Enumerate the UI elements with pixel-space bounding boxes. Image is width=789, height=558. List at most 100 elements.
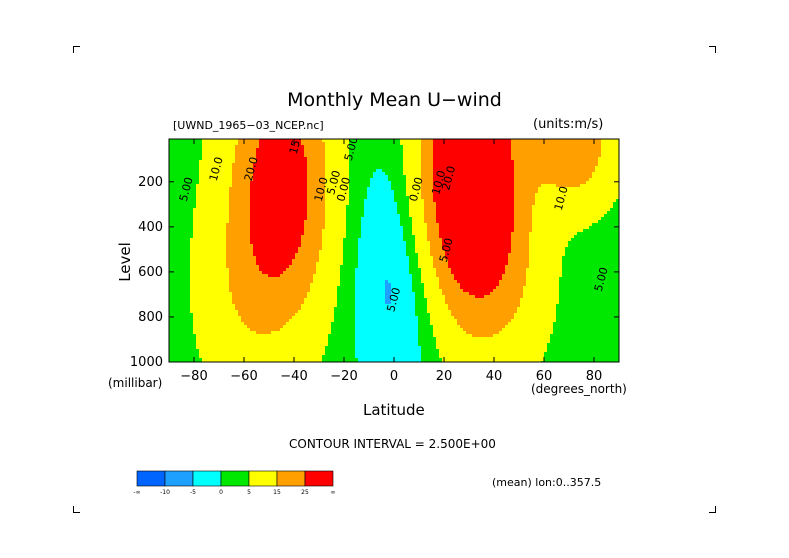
contour-cell [331,163,334,166]
contour-cell [223,157,226,160]
contour-cell [400,235,403,238]
contour-cell [532,202,535,205]
contour-cell [442,160,445,163]
contour-cell [274,202,277,205]
contour-cell [367,157,370,160]
contour-cell [241,145,244,148]
contour-cell [322,196,325,199]
contour-cell [232,187,235,190]
contour-cell [271,178,274,181]
contour-cell [574,220,577,223]
contour-cell [241,208,244,211]
contour-cell [301,175,304,178]
contour-cell [355,178,358,181]
contour-cell [484,217,487,220]
contour-cell [457,235,460,238]
contour-cell [355,220,358,223]
contour-cell [466,226,469,229]
contour-cell [247,151,250,154]
contour-cell [217,145,220,148]
contour-cell [235,160,238,163]
contour-cell [268,211,271,214]
contour-cell [289,157,292,160]
contour-cell [373,196,376,199]
contour-cell [457,142,460,145]
contour-cell [478,217,481,220]
contour-cell [400,208,403,211]
contour-cell [199,157,202,160]
contour-cell [418,169,421,172]
contour-cell [310,220,313,223]
contour-cell [169,232,172,235]
contour-cell [496,211,499,214]
contour-cell [427,142,430,145]
contour-cell [502,160,505,163]
contour-cell [532,139,535,142]
contour-cell [232,226,235,229]
contour-cell [586,145,589,148]
contour-cell [400,211,403,214]
contour-cell [421,226,424,229]
contour-cell [403,214,406,217]
contour-cell [175,214,178,217]
contour-cell [325,187,328,190]
contour-cell [289,166,292,169]
contour-cell [415,232,418,235]
contour-cell [331,235,334,238]
contour-cell [481,163,484,166]
contour-cell [568,178,571,181]
contour-cell [613,214,616,217]
contour-cell [490,154,493,157]
contour-cell [325,175,328,178]
contour-cell [430,190,433,193]
contour-cell [211,190,214,193]
contour-cell [604,208,607,211]
contour-cell [274,139,277,142]
contour-cell [451,148,454,151]
contour-cell [412,139,415,142]
contour-cell [280,190,283,193]
contour-cell [184,166,187,169]
contour-cell [328,208,331,211]
contour-cell [361,229,364,232]
contour-cell [385,217,388,220]
contour-cell [508,151,511,154]
contour-cell [334,184,337,187]
contour-cell [571,202,574,205]
contour-cell [274,175,277,178]
contour-cell [565,226,568,229]
contour-cell [511,154,514,157]
contour-cell [586,172,589,175]
contour-cell [508,160,511,163]
contour-cell [580,208,583,211]
contour-cell [280,157,283,160]
contour-cell [556,145,559,148]
contour-cell [487,163,490,166]
contour-cell [571,190,574,193]
contour-cell [556,199,559,202]
contour-cell [253,154,256,157]
contour-cell [340,229,343,232]
contour-cell [481,154,484,157]
contour-cell [334,220,337,223]
contour-cell [598,220,601,223]
contour-cell [424,181,427,184]
contour-cell [493,220,496,223]
contour-cell [541,169,544,172]
contour-cell [478,214,481,217]
contour-cell [211,139,214,142]
contour-cell [226,181,229,184]
contour-cell [454,154,457,157]
contour-cell [523,157,526,160]
contour-cell [484,214,487,217]
contour-cell [406,175,409,178]
contour-cell [214,199,217,202]
contour-cell [502,175,505,178]
contour-cell [382,202,385,205]
contour-cell [445,205,448,208]
contour-cell [238,163,241,166]
contour-cell [184,187,187,190]
contour-cell [520,163,523,166]
contour-cell [172,223,175,226]
contour-cell [592,145,595,148]
